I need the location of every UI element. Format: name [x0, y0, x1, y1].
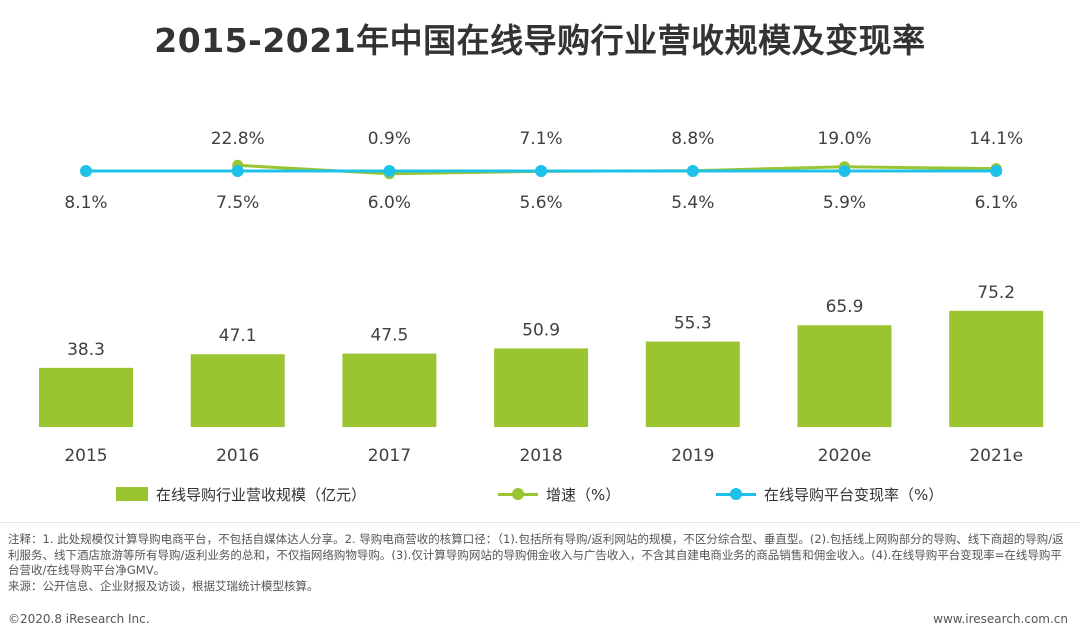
notes: 注释：1. 此处规模仅计算导购电商平台，不包括自媒体达人分享。2. 导购电商营收…	[8, 532, 1072, 594]
legend: 在线导购行业营收规模（亿元） 增速（%） 在线导购平台变现率（%）	[0, 480, 1080, 508]
category-label-2015: 2015	[64, 446, 107, 466]
legend-label-revenue: 在线导购行业营收规模（亿元）	[156, 485, 367, 504]
growth-label-2019: 8.8%	[671, 129, 714, 149]
rate-point-2016	[231, 165, 244, 177]
legend-item-rate: 在线导购平台变现率（%）	[716, 480, 943, 508]
bar-2020e	[797, 325, 892, 427]
rate-point-2017	[383, 165, 396, 177]
rate-point-2015	[80, 165, 92, 177]
labels-layer: 38.3 2015 47.1 2016 47.5 2017 50.9 2018 55.3 2019…	[64, 129, 1023, 466]
bar-value-label-2015: 38.3	[67, 340, 105, 360]
rate-label-2020e: 5.9%	[823, 193, 866, 213]
chart-title: 2015-2021年中国在线导购行业营收规模及变现率	[154, 21, 926, 60]
bar-value-label-2017: 47.5	[370, 326, 408, 346]
rate-point-2020e	[838, 165, 851, 177]
growth-label-2017: 0.9%	[368, 129, 411, 149]
rate-label-2015: 8.1%	[64, 193, 107, 213]
category-label-2021e: 2021e	[969, 446, 1023, 466]
legend-rate-swatch	[716, 487, 756, 501]
bar-value-label-2016: 47.1	[219, 326, 257, 346]
bar-2016	[190, 354, 285, 427]
bar-2021e	[949, 310, 1044, 427]
legend-label-rate: 在线导购平台变现率（%）	[764, 485, 944, 504]
bar-value-label-2020e: 65.9	[826, 297, 864, 317]
legend-growth-swatch	[498, 487, 538, 501]
legend-bar-swatch	[116, 487, 148, 501]
bar-2019	[645, 341, 740, 427]
rate-label-2017: 6.0%	[368, 193, 411, 213]
rate-point-2018	[535, 165, 548, 177]
copyright: ©2020.8 iResearch Inc.	[8, 612, 150, 626]
legend-item-growth: 增速（%）	[498, 480, 620, 508]
bar-value-label-2021e: 75.2	[977, 283, 1015, 303]
legend-item-revenue: 在线导购行业营收规模（亿元）	[116, 480, 366, 508]
chart-area: 38.3 2015 47.1 2016 47.5 2017 50.9 2018 55.3 2019…	[39, 129, 1044, 466]
bar-2018	[494, 348, 589, 427]
rate-label-2018: 5.6%	[519, 193, 562, 213]
bar-2017	[342, 353, 437, 427]
rate-label-2016: 7.5%	[216, 193, 259, 213]
category-label-2020e: 2020e	[818, 446, 872, 466]
growth-label-2021e: 14.1%	[969, 129, 1023, 149]
bar-value-label-2019: 55.3	[674, 314, 712, 334]
legend-label-growth: 增速（%）	[546, 485, 621, 504]
rate-point-2021e	[990, 165, 1003, 177]
bar-value-label-2018: 50.9	[522, 320, 560, 340]
category-label-2018: 2018	[519, 446, 562, 466]
rate-label-2021e: 6.1%	[975, 193, 1018, 213]
bars-layer	[39, 310, 1044, 427]
website-url: www.iresearch.com.cn	[933, 612, 1068, 626]
notes-text: 注释：1. 此处规模仅计算导购电商平台，不包括自媒体达人分享。2. 导购电商营收…	[8, 532, 1064, 577]
rate-label-2019: 5.4%	[671, 193, 714, 213]
growth-label-2020e: 19.0%	[817, 129, 871, 149]
lines-layer	[80, 159, 1003, 180]
category-label-2019: 2019	[671, 446, 714, 466]
divider	[0, 522, 1080, 523]
source-text: 来源：公开信息、企业财报及访谈，根据艾瑞统计模型核算。	[8, 578, 319, 593]
category-label-2016: 2016	[216, 446, 259, 466]
bar-2015	[39, 367, 133, 427]
rate-point-2019	[686, 165, 699, 177]
growth-label-2016: 22.8%	[211, 129, 265, 149]
growth-label-2018: 7.1%	[519, 129, 562, 149]
category-label-2017: 2017	[368, 446, 411, 466]
